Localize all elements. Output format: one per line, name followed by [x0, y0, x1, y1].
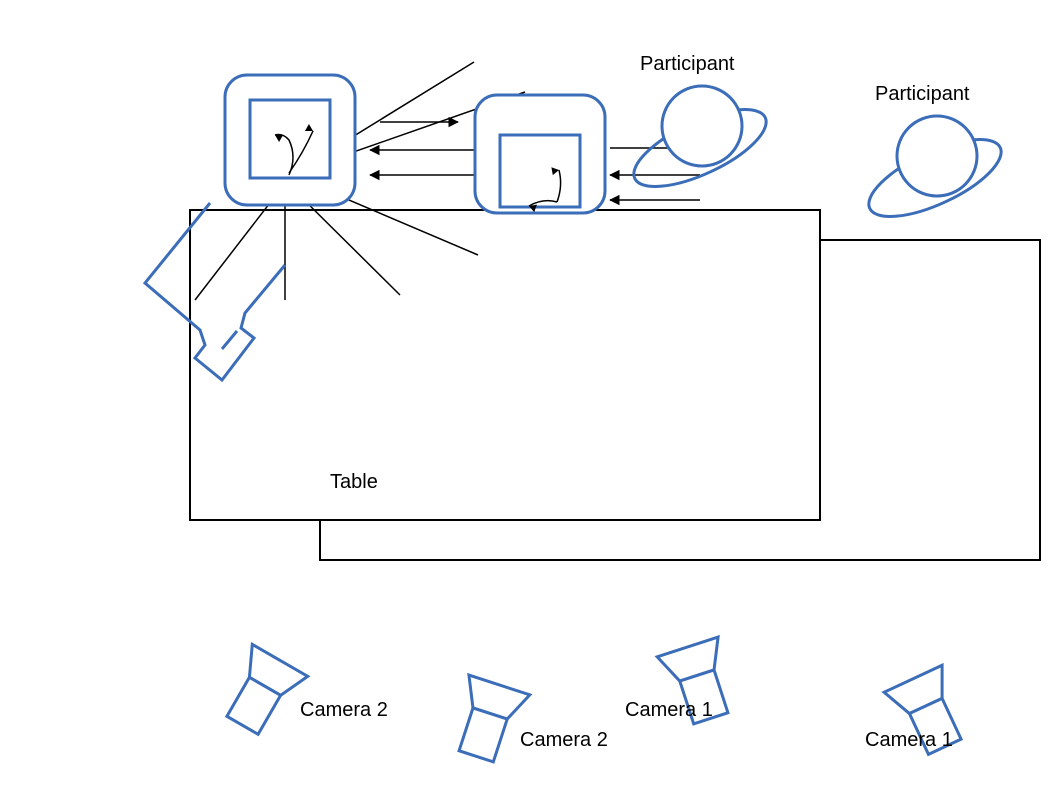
label-participant-1: Participant: [640, 53, 735, 75]
label-camera-b1: Camera 1: [625, 699, 713, 721]
label-participant-2: Participant: [875, 83, 970, 105]
participant-0: [624, 86, 776, 202]
robot-station-0: [225, 75, 355, 205]
label-table: Table: [330, 471, 378, 493]
camera-icon-0: [215, 644, 308, 741]
label-camera-a2: Camera 2: [520, 729, 608, 751]
label-camera-a1: Camera 2: [300, 699, 388, 721]
robot-station-1: [475, 95, 605, 213]
camera-icon-1: [446, 675, 530, 766]
label-camera-b2: Camera 1: [865, 729, 953, 751]
participant-1: [859, 116, 1011, 232]
